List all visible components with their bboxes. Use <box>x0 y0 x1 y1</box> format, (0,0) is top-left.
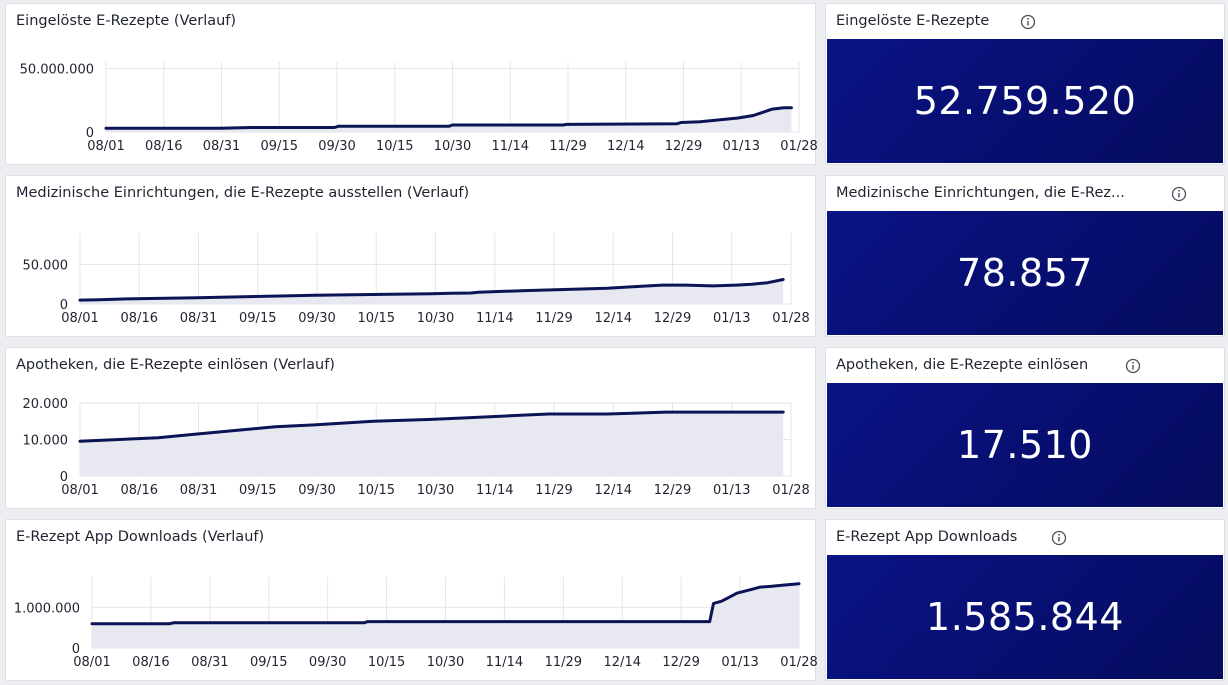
kpi-value: 17.510 <box>957 423 1093 467</box>
x-tick-label: 10/15 <box>368 655 405 670</box>
y-tick-label: 10.000 <box>23 434 69 449</box>
y-tick-label: 0 <box>86 126 94 141</box>
x-tick-label: 09/15 <box>261 139 298 154</box>
x-tick-label: 10/30 <box>434 139 471 154</box>
chart-downloads[interactable]: 08/01 08/16 08/31 09/15 09/30 10/15 10/30 11/14… <box>6 520 817 682</box>
x-tick-label: 10/15 <box>358 483 395 498</box>
info-icon[interactable] <box>1171 186 1187 202</box>
x-tick-label: 09/15 <box>239 311 276 326</box>
kpi-value-box: 1.585.844 <box>827 555 1223 679</box>
x-tick-label: 08/01 <box>73 655 110 670</box>
x-tick-label: 01/13 <box>721 655 758 670</box>
kpi-card-einrichtungen: Medizinische Einrichtungen, die E-Rez...… <box>825 175 1225 337</box>
kpi-title: E-Rezept App Downloads <box>836 529 1018 545</box>
info-icon[interactable] <box>1125 358 1141 374</box>
series-line <box>78 278 785 302</box>
chart-einrichtungen[interactable]: 08/01 08/16 08/31 09/15 09/30 10/15 10/30 11/14… <box>6 176 817 338</box>
x-tick-label: 12/14 <box>604 655 641 670</box>
x-tick-label: 08/01 <box>87 139 124 154</box>
x-tick-label: 08/01 <box>61 311 98 326</box>
x-tick-label: 08/01 <box>61 483 98 498</box>
x-tick-label: 08/31 <box>180 483 217 498</box>
x-tick-label: 01/28 <box>772 311 809 326</box>
series-area <box>80 412 784 476</box>
x-tick-label: 08/16 <box>145 139 182 154</box>
kpi-title: Eingelöste E-Rezepte <box>836 13 990 29</box>
x-tick-label: 12/14 <box>595 483 632 498</box>
kpi-value-box: 52.759.520 <box>827 39 1223 163</box>
x-tick-label: 01/28 <box>780 655 817 670</box>
x-tick-label: 08/31 <box>203 139 240 154</box>
x-tick-label: 01/13 <box>713 311 750 326</box>
y-tick-label: 1.000.000 <box>14 601 80 616</box>
chart-card-einrichtungen: Medizinische Einrichtungen, die E-Rezept… <box>5 175 816 337</box>
x-tick-label: 08/16 <box>121 483 158 498</box>
series-area <box>80 279 784 304</box>
x-tick-label: 12/14 <box>595 311 632 326</box>
chart-card-downloads: E-Rezept App Downloads (Verlauf) 08/01 08… <box>5 519 817 682</box>
y-tick-label: 0 <box>60 298 68 313</box>
x-tick-label: 08/16 <box>121 311 158 326</box>
y-tick-label: 0 <box>60 470 68 485</box>
x-tick-label: 09/15 <box>239 483 276 498</box>
kpi-value: 78.857 <box>957 251 1093 295</box>
series-line <box>90 582 801 626</box>
series-line <box>104 106 793 130</box>
y-tick-label: 0 <box>72 642 80 657</box>
series-area <box>92 583 799 648</box>
x-tick-label: 11/29 <box>535 483 572 498</box>
x-tick-label: 10/30 <box>417 483 454 498</box>
kpi-value-box: 78.857 <box>827 211 1223 335</box>
x-tick-label: 12/29 <box>662 655 699 670</box>
x-tick-label: 01/28 <box>772 483 809 498</box>
x-tick-label: 12/14 <box>607 139 644 154</box>
y-tick-label: 50.000.000 <box>20 62 94 77</box>
x-tick-label: 12/29 <box>654 311 691 326</box>
kpi-title: Apotheken, die E-Rezepte einlösen <box>836 357 1089 373</box>
series-line <box>78 410 785 443</box>
x-tick-label: 11/14 <box>476 483 513 498</box>
x-tick-label: 09/30 <box>318 139 355 154</box>
x-tick-label: 11/14 <box>492 139 529 154</box>
x-tick-label: 10/15 <box>376 139 413 154</box>
x-tick-label: 09/30 <box>298 311 335 326</box>
x-tick-label: 11/29 <box>535 311 572 326</box>
y-tick-label: 50.000 <box>23 259 69 274</box>
x-tick-label: 10/30 <box>417 311 454 326</box>
x-tick-label: 10/15 <box>358 311 395 326</box>
chart-card-apotheken: Apotheken, die E-Rezepte einlösen (Verla… <box>5 347 816 509</box>
kpi-card-downloads: E-Rezept App Downloads 1.585.844 <box>825 519 1225 681</box>
kpi-value: 1.585.844 <box>926 595 1124 639</box>
kpi-value-box: 17.510 <box>827 383 1223 507</box>
y-tick-label: 20.000 <box>23 397 69 412</box>
series-area <box>106 107 792 132</box>
x-tick-label: 11/14 <box>486 655 523 670</box>
x-tick-label: 08/31 <box>180 311 217 326</box>
kpi-value: 52.759.520 <box>913 79 1137 123</box>
x-tick-label: 08/31 <box>191 655 228 670</box>
chart-card-eingeloeste: Eingelöste E-Rezepte (Verlauf) 08/01 08/1… <box>5 3 817 166</box>
x-tick-label: 11/14 <box>476 311 513 326</box>
kpi-card-apotheken: Apotheken, die E-Rezepte einlösen 17.510 <box>825 347 1225 509</box>
kpi-title: Medizinische Einrichtungen, die E-Rez... <box>836 185 1125 201</box>
chart-eingeloeste[interactable]: 08/01 08/16 08/31 09/15 09/30 10/15 10/30 11/14… <box>6 4 817 166</box>
x-tick-label: 01/28 <box>780 139 817 154</box>
info-icon[interactable] <box>1051 530 1067 546</box>
x-tick-label: 12/29 <box>665 139 702 154</box>
x-tick-label: 11/29 <box>545 655 582 670</box>
chart-apotheken[interactable]: 08/01 08/16 08/31 09/15 09/30 10/15 10/30 11/14… <box>6 348 817 510</box>
x-tick-label: 11/29 <box>549 139 586 154</box>
x-tick-label: 09/30 <box>298 483 335 498</box>
x-tick-label: 12/29 <box>654 483 691 498</box>
x-tick-label: 01/13 <box>713 483 750 498</box>
x-tick-label: 09/30 <box>309 655 346 670</box>
kpi-card-eingeloeste: Eingelöste E-Rezepte 52.759.520 <box>825 3 1225 165</box>
info-icon[interactable] <box>1020 14 1036 30</box>
x-tick-label: 08/16 <box>132 655 169 670</box>
x-tick-label: 01/13 <box>723 139 760 154</box>
x-tick-label: 10/30 <box>427 655 464 670</box>
x-tick-label: 09/15 <box>250 655 287 670</box>
